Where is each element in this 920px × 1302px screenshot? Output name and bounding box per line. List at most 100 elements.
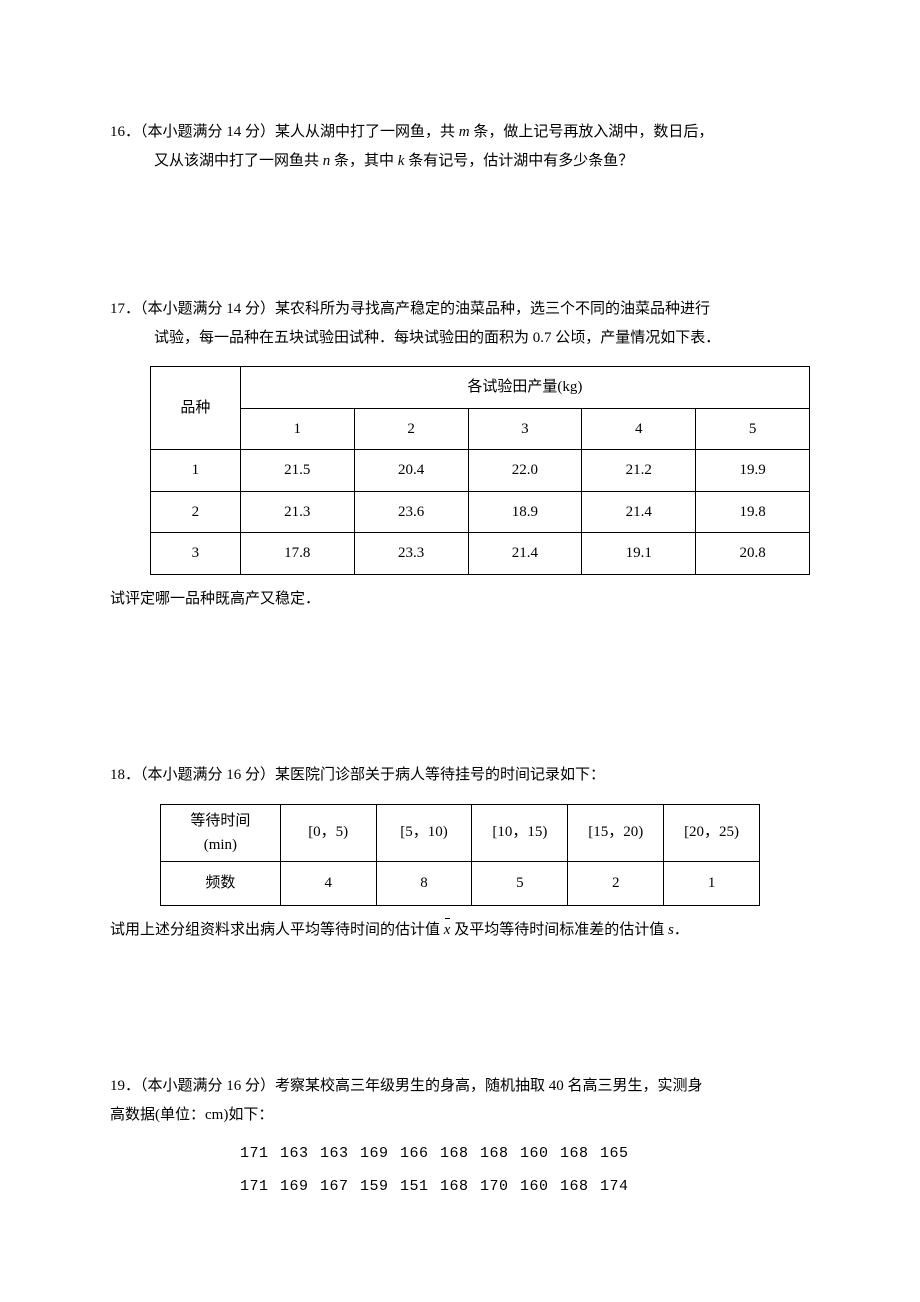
q19-data-row-1: 171163163169166168168160168165 bbox=[240, 1137, 810, 1170]
q17-col-4: 4 bbox=[582, 408, 696, 450]
q16-m: m bbox=[459, 124, 470, 140]
q19-l1: （本小题满分 16 分）考察某校高三年级男生的身高，随机抽取 40 名高三男生，… bbox=[140, 1078, 703, 1094]
datum: 168 bbox=[480, 1137, 520, 1170]
datum: 167 bbox=[320, 1170, 360, 1203]
cell: 19.8 bbox=[696, 491, 810, 533]
cell: 20.4 bbox=[354, 450, 468, 492]
cell: 21.4 bbox=[468, 533, 582, 575]
q17-num: 17． bbox=[110, 301, 140, 317]
q19-data-row-2: 171169167159151168170160168174 bbox=[240, 1170, 810, 1203]
q18-table: 等待时间 (min) [0，5) [5，10) [10，15) [15，20) … bbox=[160, 804, 760, 906]
q16-line2: 又从该湖中打了一网鱼共 n 条，其中 k 条有记号，估计湖中有多少条鱼？ bbox=[110, 147, 810, 176]
datum: 174 bbox=[600, 1170, 640, 1203]
q19-data-block: 171163163169166168168160168165 171169167… bbox=[110, 1137, 810, 1203]
q19-line2: 高数据(单位：cm)如下： bbox=[110, 1101, 810, 1130]
q17-col-3: 3 bbox=[468, 408, 582, 450]
q18-num: 18． bbox=[110, 767, 140, 783]
cell: 22.0 bbox=[468, 450, 582, 492]
q19-num: 19． bbox=[110, 1078, 140, 1094]
datum: 168 bbox=[560, 1137, 600, 1170]
q17-table: 品种 各试验田产量(kg) 1 2 3 4 5 1 21.5 20.4 22.0… bbox=[150, 366, 810, 575]
datum: 168 bbox=[440, 1170, 480, 1203]
cell: [10，15) bbox=[472, 804, 568, 861]
datum: 163 bbox=[280, 1137, 320, 1170]
question-17: 17．（本小题满分 14 分）某农科所为寻找高产稳定的油菜品种，选三个不同的油菜… bbox=[110, 295, 810, 613]
q17-r2-label: 2 bbox=[151, 491, 241, 533]
q16-l1b: 条，做上记号再放入湖中，数日后， bbox=[470, 124, 714, 140]
cell: 20.8 bbox=[696, 533, 810, 575]
table-row: 品种 各试验田产量(kg) bbox=[151, 367, 810, 409]
cell: 21.3 bbox=[240, 491, 354, 533]
q18-r1-la: 等待时间 bbox=[190, 813, 250, 829]
cell: [20，25) bbox=[664, 804, 760, 861]
table-row: 1 2 3 4 5 bbox=[151, 408, 810, 450]
datum: 170 bbox=[480, 1170, 520, 1203]
table-row: 3 17.8 23.3 21.4 19.1 20.8 bbox=[151, 533, 810, 575]
datum: 171 bbox=[240, 1137, 280, 1170]
q18-r2-label: 频数 bbox=[161, 861, 281, 905]
cell: 23.6 bbox=[354, 491, 468, 533]
cell: 4 bbox=[280, 861, 376, 905]
datum: 166 bbox=[400, 1137, 440, 1170]
q19-line1: 19．（本小题满分 16 分）考察某校高三年级男生的身高，随机抽取 40 名高三… bbox=[110, 1072, 810, 1101]
datum: 163 bbox=[320, 1137, 360, 1170]
cell: 5 bbox=[472, 861, 568, 905]
cell: 1 bbox=[664, 861, 760, 905]
datum: 151 bbox=[400, 1170, 440, 1203]
datum: 160 bbox=[520, 1170, 560, 1203]
q18-ab: 及平均等待时间标准差的估计值 bbox=[450, 922, 668, 938]
table-row: 等待时间 (min) [0，5) [5，10) [10，15) [15，20) … bbox=[161, 804, 760, 861]
q16-num: 16． bbox=[110, 124, 140, 140]
table-row: 2 21.3 23.6 18.9 21.4 19.8 bbox=[151, 491, 810, 533]
cell: [5，10) bbox=[376, 804, 472, 861]
q17-after: 试评定哪一品种既高产又稳定． bbox=[110, 585, 810, 614]
q18-ac: ． bbox=[674, 922, 689, 938]
table-row: 频数 4 8 5 2 1 bbox=[161, 861, 760, 905]
cell: 19.9 bbox=[696, 450, 810, 492]
datum: 160 bbox=[520, 1137, 560, 1170]
datum: 165 bbox=[600, 1137, 640, 1170]
cell: 18.9 bbox=[468, 491, 582, 533]
q16-l2c: 条有记号，估计湖中有多少条鱼？ bbox=[404, 153, 633, 169]
cell: 23.3 bbox=[354, 533, 468, 575]
q16-l1a: （本小题满分 14 分）某人从湖中打了一网鱼，共 bbox=[140, 124, 459, 140]
q18-line1: 18．（本小题满分 16 分）某医院门诊部关于病人等待挂号的时间记录如下： bbox=[110, 761, 810, 790]
datum: 169 bbox=[280, 1170, 320, 1203]
q16-l2b: 条，其中 bbox=[330, 153, 398, 169]
cell: 2 bbox=[568, 861, 664, 905]
datum: 168 bbox=[440, 1137, 480, 1170]
cell: 21.2 bbox=[582, 450, 696, 492]
datum: 169 bbox=[360, 1137, 400, 1170]
cell: 21.4 bbox=[582, 491, 696, 533]
q17-col-1: 1 bbox=[240, 408, 354, 450]
q17-r1-label: 1 bbox=[151, 450, 241, 492]
datum: 159 bbox=[360, 1170, 400, 1203]
datum: 168 bbox=[560, 1170, 600, 1203]
q18-aa: 试用上述分组资料求出病人平均等待时间的估计值 bbox=[110, 922, 444, 938]
q17-col-5: 5 bbox=[696, 408, 810, 450]
q16-text: 16．（本小题满分 14 分）某人从湖中打了一网鱼，共 m 条，做上记号再放入湖… bbox=[110, 118, 810, 147]
x-bar-symbol: x bbox=[444, 916, 451, 945]
q17-th-variety: 品种 bbox=[151, 367, 241, 450]
cell: 17.8 bbox=[240, 533, 354, 575]
cell: 21.5 bbox=[240, 450, 354, 492]
q18-r1-label: 等待时间 (min) bbox=[161, 804, 281, 861]
cell: 19.1 bbox=[582, 533, 696, 575]
q17-line2: 试验，每一品种在五块试验田试种．每块试验田的面积为 0.7 公顷，产量情况如下表… bbox=[110, 324, 810, 353]
q18-r1-lb: (min) bbox=[204, 837, 237, 853]
cell: [0，5) bbox=[280, 804, 376, 861]
q18-after: 试用上述分组资料求出病人平均等待时间的估计值 x 及平均等待时间标准差的估计值 … bbox=[110, 916, 810, 945]
question-16: 16．（本小题满分 14 分）某人从湖中打了一网鱼，共 m 条，做上记号再放入湖… bbox=[110, 118, 810, 175]
q17-col-2: 2 bbox=[354, 408, 468, 450]
cell: 8 bbox=[376, 861, 472, 905]
table-row: 1 21.5 20.4 22.0 21.2 19.9 bbox=[151, 450, 810, 492]
q16-l2a: 又从该湖中打了一网鱼共 bbox=[154, 153, 323, 169]
q17-l1: （本小题满分 14 分）某农科所为寻找高产稳定的油菜品种，选三个不同的油菜品种进… bbox=[140, 301, 710, 317]
q17-r3-label: 3 bbox=[151, 533, 241, 575]
q18-l1: （本小题满分 16 分）某医院门诊部关于病人等待挂号的时间记录如下： bbox=[140, 767, 605, 783]
q17-line1: 17．（本小题满分 14 分）某农科所为寻找高产稳定的油菜品种，选三个不同的油菜… bbox=[110, 295, 810, 324]
question-19: 19．（本小题满分 16 分）考察某校高三年级男生的身高，随机抽取 40 名高三… bbox=[110, 1072, 810, 1203]
q17-th-yield: 各试验田产量(kg) bbox=[240, 367, 809, 409]
cell: [15，20) bbox=[568, 804, 664, 861]
question-18: 18．（本小题满分 16 分）某医院门诊部关于病人等待挂号的时间记录如下： 等待… bbox=[110, 761, 810, 944]
